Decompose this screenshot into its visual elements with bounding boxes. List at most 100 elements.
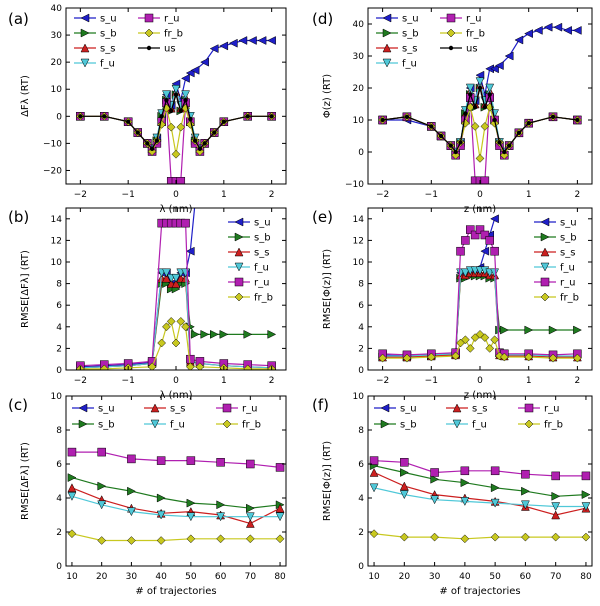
point-f_u — [67, 492, 77, 501]
y-axis-title: Φ(z) (RT) — [322, 74, 333, 118]
point-r_u — [475, 225, 485, 234]
y-tick-label: 10 — [353, 392, 365, 402]
point-f_u — [490, 498, 500, 508]
plot-area-b — [75, 208, 277, 370]
point-us — [477, 85, 483, 91]
point-r_u — [156, 456, 166, 465]
legend-label-f_u: f_u — [170, 420, 185, 431]
point-r_u — [490, 246, 499, 256]
series-line-fr_b — [71, 533, 281, 542]
y-tick-label: 40 — [353, 20, 365, 30]
point-us — [125, 119, 131, 124]
legend-marker-s_b — [380, 419, 390, 429]
y-axis-title: ΔFλ (RT) — [20, 75, 31, 117]
series-line-s_b — [80, 92, 272, 150]
series-line-s_s — [71, 487, 281, 525]
point-fr_b — [470, 122, 480, 131]
legend-label-s_u: s_u — [254, 218, 271, 229]
point-r_u — [470, 230, 480, 240]
point-fr_b — [147, 362, 157, 370]
point-us — [575, 117, 580, 123]
y-tick-label: 20 — [51, 58, 63, 68]
point-fr_b — [195, 362, 205, 370]
x-tick-label: −2 — [74, 190, 87, 200]
point-fr_b — [97, 536, 107, 545]
x-tick-label: −2 — [74, 376, 87, 386]
y-tick-label: 10 — [51, 392, 63, 402]
y-tick-label: 0 — [358, 148, 364, 158]
x-tick-label: 80 — [274, 572, 286, 582]
y-tick-label: 4 — [358, 494, 364, 504]
series-line-s_s — [80, 277, 272, 369]
point-fr_b — [369, 529, 379, 539]
y-tick-label: 6 — [358, 460, 364, 470]
point-fr_b — [490, 532, 500, 542]
point-r_u — [456, 246, 465, 256]
point-fr_b — [127, 536, 136, 545]
legend-marker-fr_b — [446, 28, 456, 38]
point-fr_b — [480, 333, 490, 342]
legend-label-r_u: r_u — [544, 404, 559, 415]
point-s_s — [369, 467, 379, 477]
point-fr_b — [245, 534, 255, 544]
legend-e: s_u s_b s_s f_u r_u fr_b — [534, 218, 579, 304]
y-tick-label: 2 — [358, 528, 364, 538]
point-s_b — [156, 493, 166, 503]
series-line-r_u — [374, 460, 586, 477]
point-fr_b — [521, 532, 530, 542]
point-s_b — [97, 481, 107, 491]
point-fr_b — [548, 353, 558, 363]
point-s_b — [573, 325, 582, 335]
legend-f: s_u s_s r_u s_b f_u fr_b — [374, 403, 563, 431]
series-line-s_b — [382, 275, 578, 358]
y-tick-label: 8 — [358, 426, 364, 436]
y-tick-label: 30 — [51, 31, 63, 41]
panel-letter: (d) — [312, 10, 333, 28]
legend-label-f_u: f_u — [472, 420, 487, 431]
y-axis-title: RMSE[ΔFλ] (RT) — [20, 442, 31, 520]
point-fr_b — [166, 317, 176, 326]
point-us — [502, 149, 507, 155]
legend-label-s_b: s_b — [402, 29, 419, 40]
point-s_s — [162, 273, 171, 283]
point-us — [188, 116, 193, 122]
point-f_u — [581, 502, 591, 512]
point-fr_b — [430, 532, 439, 542]
panel-letter: (b) — [8, 208, 29, 226]
series-line-s_b — [71, 477, 281, 509]
legend-label-f_u: f_u — [254, 263, 269, 274]
series-line-f_u — [382, 81, 578, 154]
legend-label-f_u: f_u — [100, 59, 115, 70]
legend-marker-r_u — [234, 277, 244, 287]
panel-c: 10 20 30 40 50 60 70 80 0 2 4 6 8 10 # of trajectories… — [8, 392, 287, 597]
series-line-s_b — [80, 283, 272, 369]
point-f_u — [245, 512, 255, 522]
point-us — [453, 149, 458, 155]
panel-letter: (e) — [312, 208, 333, 226]
point-r_u — [176, 177, 186, 184]
point-us — [438, 133, 444, 139]
y-axis-title: RMSE[Φ(z)] (RT) — [322, 249, 333, 329]
point-us — [149, 146, 155, 151]
point-s_u — [494, 61, 504, 71]
legend-label-fr_b: fr_b — [466, 29, 485, 40]
legend-marker-f_u — [234, 262, 244, 272]
x-tick-label: 60 — [215, 572, 227, 582]
legend-marker-s_b — [80, 28, 90, 38]
legend-marker-s_s — [80, 43, 90, 53]
x-tick-label: 30 — [429, 572, 441, 582]
x-tick-label: 2 — [575, 190, 581, 200]
series-line-s_s — [373, 471, 587, 516]
y-tick-label: 2 — [56, 528, 62, 538]
y-tick-label: −10 — [43, 139, 62, 149]
axes-frame — [65, 395, 287, 567]
x-tick-label: 40 — [459, 572, 471, 582]
point-fr_b — [475, 154, 485, 163]
point-s_b — [460, 478, 470, 488]
point-s_b — [524, 325, 534, 335]
series-line-fr_b — [382, 104, 578, 159]
point-fr_b — [216, 534, 225, 544]
legend-marker-fr_b — [540, 292, 550, 302]
point-fr_b — [171, 338, 181, 348]
